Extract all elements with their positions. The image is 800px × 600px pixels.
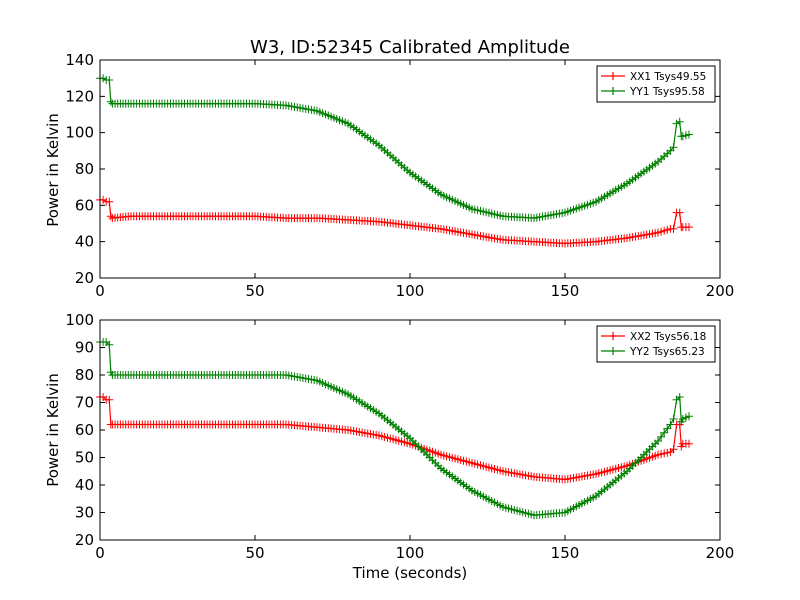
- y-tick-label: 80: [75, 160, 94, 178]
- y-tick-label: 120: [65, 87, 94, 105]
- ticks-layer-bottom: 0 50 100 150 200 20 30 40 50 60 70 80 90 100: [65, 311, 734, 562]
- data-point-marker: [669, 445, 678, 454]
- legend-box: [596, 325, 716, 363]
- y-axis-label-top: Power in Kelvin: [44, 113, 62, 227]
- legend-label: XX1 Tsys49.55: [630, 71, 706, 83]
- x-tick-label: 100: [396, 544, 425, 562]
- x-axis-label: Time (seconds): [352, 564, 468, 582]
- data-point-marker: [669, 224, 678, 233]
- y-tick-label: 20: [75, 531, 94, 549]
- data-point-marker: [657, 432, 666, 441]
- x-tick-label: 0: [95, 282, 105, 300]
- data-point-marker: [105, 76, 114, 84]
- subplot-top: W3, ID:52345 Calibrated Amplitude Power …: [44, 37, 734, 300]
- data-point-marker: [660, 428, 669, 437]
- chart-title: W3, ID:52345 Calibrated Amplitude: [250, 37, 570, 58]
- data-point-marker: [669, 415, 678, 423]
- y-tick-label: 40: [75, 476, 94, 494]
- y-tick-label: 30: [75, 504, 94, 522]
- y-tick-label: 80: [75, 366, 94, 384]
- legend-swatch: [601, 72, 625, 80]
- y-tick-label: 70: [75, 394, 94, 412]
- data-point-marker: [106, 97, 115, 106]
- series-layer-top: [96, 74, 693, 248]
- data-point-marker: [669, 143, 678, 152]
- data-point-marker: [654, 437, 662, 445]
- x-tick-label: 0: [95, 544, 105, 562]
- y-axis-label-bottom: Power in Kelvin: [44, 373, 62, 487]
- ticks-layer-top: 0 50 100 150 200 20 40 60 80 100 120 140: [65, 51, 734, 300]
- x-tick-label: 100: [396, 282, 425, 300]
- series-markers-xx-bottom: [96, 393, 693, 484]
- data-point-marker: [105, 395, 114, 404]
- legend-label: XX2 Tsys56.18: [630, 331, 706, 343]
- y-tick-label: 50: [75, 449, 94, 467]
- legend-top: XX1 Tsys49.55 YY1 Tsys95.58: [596, 65, 716, 103]
- data-point-marker: [675, 208, 684, 217]
- data-point-marker: [105, 197, 114, 206]
- legend-swatch: [601, 87, 625, 95]
- x-tick-label: 200: [706, 282, 735, 300]
- plot-frame-bottom: [99, 319, 721, 541]
- y-tick-label: 140: [65, 51, 94, 69]
- y-tick-label: 90: [75, 339, 94, 357]
- x-tick-label: 50: [245, 544, 264, 562]
- data-point-marker: [663, 424, 672, 433]
- series-layer-bottom: [96, 338, 693, 520]
- data-point-marker: [685, 223, 693, 232]
- legend-swatch: [601, 347, 625, 355]
- legend-swatch: [601, 332, 625, 340]
- y-tick-label: 60: [75, 196, 94, 214]
- legend-label: YY1 Tsys95.58: [629, 86, 705, 98]
- legend-box: [596, 65, 716, 103]
- plot-frame-top: [99, 59, 721, 279]
- y-tick-label: 40: [75, 233, 94, 251]
- data-point-marker: [685, 412, 693, 421]
- y-tick-label: 100: [65, 311, 94, 329]
- data-point-marker: [675, 117, 684, 126]
- data-point-marker: [666, 420, 675, 429]
- series-markers-xx-top: [96, 195, 693, 248]
- x-tick-label: 50: [245, 282, 264, 300]
- data-point-marker: [105, 340, 114, 349]
- x-tick-label: 200: [706, 544, 735, 562]
- legend-bottom: XX2 Tsys56.18 YY2 Tsys65.23: [596, 325, 716, 363]
- y-tick-label: 60: [75, 421, 94, 439]
- series-markers-yy-top: [96, 74, 693, 223]
- x-tick-label: 150: [551, 282, 580, 300]
- series-markers-yy-bottom: [96, 338, 693, 520]
- subplot-bottom: Power in Kelvin Time (seconds) 0 50 100 150…: [44, 311, 734, 582]
- x-tick-label: 150: [551, 544, 580, 562]
- y-tick-label: 20: [75, 269, 94, 287]
- y-tick-label: 100: [65, 124, 94, 142]
- data-point-marker: [675, 393, 684, 401]
- legend-label: YY2 Tsys65.23: [629, 346, 705, 358]
- data-point-marker: [685, 439, 693, 448]
- data-point-marker: [685, 130, 693, 139]
- data-point-marker: [106, 212, 115, 221]
